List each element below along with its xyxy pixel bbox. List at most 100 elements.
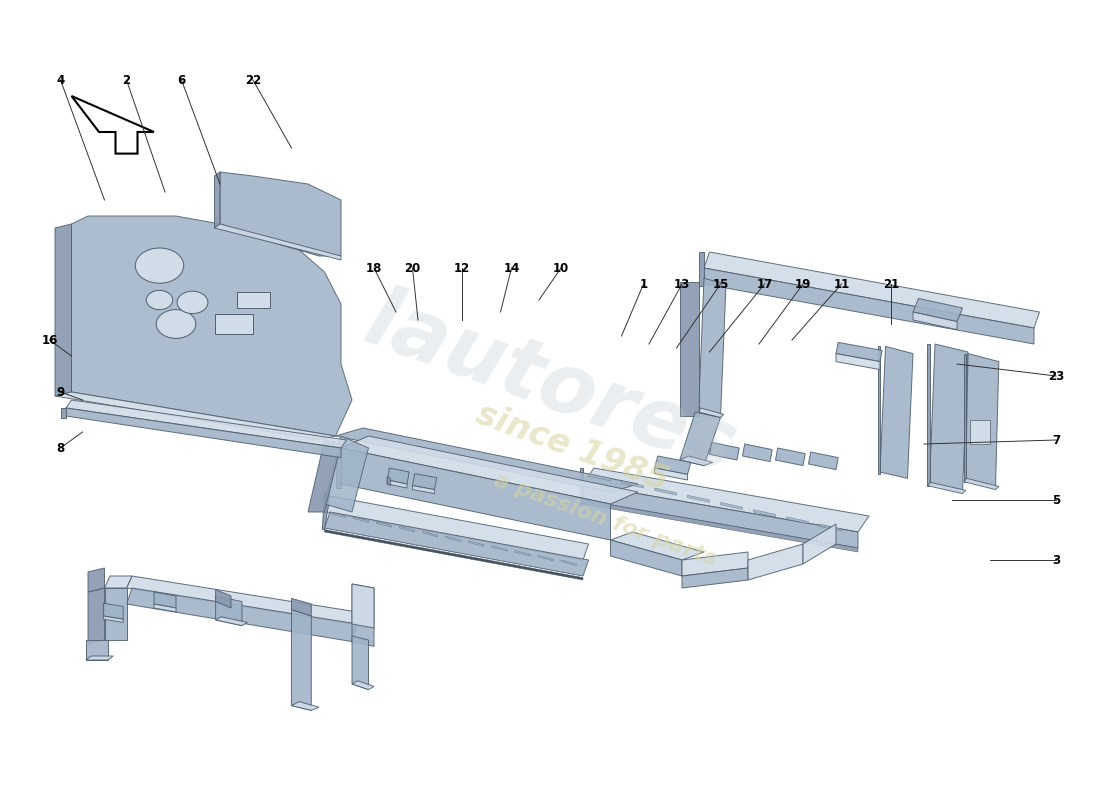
Polygon shape — [216, 617, 248, 626]
Polygon shape — [698, 252, 704, 286]
Polygon shape — [72, 96, 154, 154]
Polygon shape — [104, 576, 132, 588]
Polygon shape — [515, 550, 530, 556]
Circle shape — [156, 310, 196, 338]
Polygon shape — [214, 224, 341, 260]
Polygon shape — [324, 436, 369, 512]
Polygon shape — [913, 312, 957, 330]
Text: 3: 3 — [1052, 554, 1060, 566]
Polygon shape — [387, 468, 409, 484]
Polygon shape — [412, 486, 434, 494]
Text: 17: 17 — [757, 278, 772, 290]
Polygon shape — [55, 224, 72, 396]
Circle shape — [146, 290, 173, 310]
Polygon shape — [324, 530, 583, 580]
Polygon shape — [216, 596, 242, 626]
Text: since 1985: since 1985 — [472, 398, 672, 498]
Polygon shape — [86, 656, 113, 660]
Polygon shape — [66, 408, 341, 458]
Text: 15: 15 — [713, 278, 728, 290]
Polygon shape — [322, 492, 330, 530]
Polygon shape — [336, 448, 341, 488]
Polygon shape — [492, 546, 507, 551]
Circle shape — [177, 291, 208, 314]
Polygon shape — [292, 702, 319, 710]
Polygon shape — [387, 480, 407, 488]
Text: a passion for parts: a passion for parts — [491, 470, 719, 570]
Polygon shape — [55, 392, 336, 440]
Polygon shape — [308, 440, 341, 512]
Polygon shape — [341, 448, 610, 540]
Polygon shape — [710, 442, 739, 460]
Polygon shape — [66, 400, 346, 448]
Text: 2: 2 — [122, 74, 131, 86]
Polygon shape — [583, 484, 858, 548]
Polygon shape — [776, 448, 805, 466]
Circle shape — [135, 248, 184, 283]
Text: 16: 16 — [42, 334, 57, 346]
Polygon shape — [682, 568, 748, 588]
Polygon shape — [748, 544, 803, 580]
Polygon shape — [103, 603, 123, 619]
Polygon shape — [126, 588, 358, 642]
Polygon shape — [930, 344, 968, 492]
Bar — [970, 420, 990, 444]
Polygon shape — [352, 681, 374, 690]
Text: 12: 12 — [454, 262, 470, 274]
Text: 4: 4 — [56, 74, 65, 86]
Polygon shape — [292, 598, 311, 616]
Polygon shape — [913, 298, 962, 322]
Polygon shape — [324, 496, 588, 560]
Polygon shape — [580, 468, 583, 504]
Polygon shape — [538, 555, 553, 561]
Polygon shape — [682, 552, 748, 576]
Polygon shape — [154, 604, 176, 612]
Polygon shape — [583, 500, 858, 552]
Polygon shape — [680, 456, 713, 466]
Polygon shape — [836, 354, 880, 370]
Polygon shape — [742, 444, 772, 462]
Polygon shape — [704, 268, 1034, 344]
Text: lautores: lautores — [353, 279, 747, 489]
Text: 8: 8 — [56, 442, 65, 454]
Text: 7: 7 — [1052, 434, 1060, 446]
Polygon shape — [964, 478, 999, 490]
Polygon shape — [621, 481, 643, 488]
Polygon shape — [561, 560, 576, 566]
Polygon shape — [72, 216, 352, 436]
Polygon shape — [927, 482, 966, 494]
Polygon shape — [216, 590, 231, 608]
Polygon shape — [588, 474, 610, 481]
Polygon shape — [680, 282, 698, 416]
Polygon shape — [836, 342, 882, 362]
Polygon shape — [966, 354, 999, 488]
Polygon shape — [154, 592, 176, 608]
Polygon shape — [704, 252, 1040, 328]
Polygon shape — [104, 588, 126, 640]
Polygon shape — [820, 524, 842, 531]
Text: 9: 9 — [56, 386, 65, 398]
Polygon shape — [352, 636, 368, 690]
Polygon shape — [654, 456, 691, 474]
Text: 1: 1 — [639, 278, 648, 290]
Polygon shape — [376, 522, 392, 527]
Polygon shape — [341, 436, 638, 504]
Bar — [214, 314, 253, 334]
Polygon shape — [353, 517, 369, 522]
Polygon shape — [103, 616, 123, 622]
Polygon shape — [927, 344, 930, 486]
Polygon shape — [654, 488, 676, 495]
Polygon shape — [610, 532, 704, 560]
Text: 11: 11 — [834, 278, 849, 290]
Polygon shape — [126, 576, 358, 624]
Polygon shape — [720, 502, 742, 510]
Text: 22: 22 — [245, 74, 261, 86]
Polygon shape — [352, 584, 374, 628]
Text: 14: 14 — [504, 262, 519, 274]
Polygon shape — [422, 531, 438, 537]
Text: 23: 23 — [1048, 370, 1064, 382]
Text: 19: 19 — [795, 278, 811, 290]
Polygon shape — [964, 354, 966, 482]
Text: 18: 18 — [366, 262, 382, 274]
Text: 5: 5 — [1052, 494, 1060, 506]
